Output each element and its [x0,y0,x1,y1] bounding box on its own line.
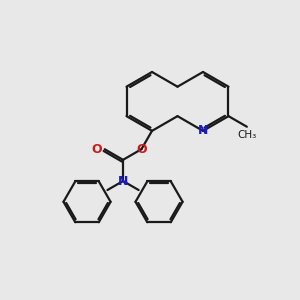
Text: O: O [91,143,102,156]
Text: N: N [198,124,208,137]
Text: CH₃: CH₃ [237,130,256,140]
Text: N: N [118,175,128,188]
Text: O: O [136,143,147,156]
